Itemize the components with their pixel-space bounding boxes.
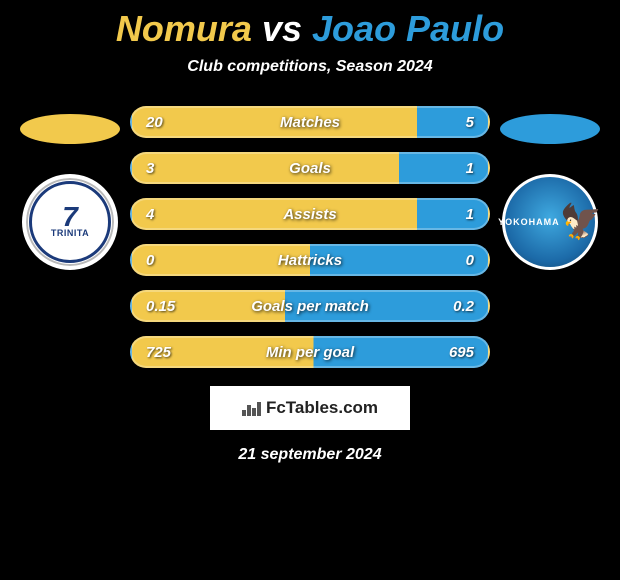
stat-right-value: 1	[434, 160, 474, 177]
stat-right-value: 0	[434, 252, 474, 269]
player1-nameplate	[20, 114, 120, 144]
stat-left-value: 20	[146, 114, 186, 131]
stat-left-value: 0.15	[146, 298, 186, 315]
crest-left-bottom: TRINITA	[51, 228, 89, 238]
subtitle: Club competitions, Season 2024	[0, 58, 620, 76]
crest-right-glyph: 🦅	[560, 207, 602, 238]
stat-left-value: 0	[146, 252, 186, 269]
stat-label: Min per goal	[266, 344, 354, 361]
stat-left-value: 3	[146, 160, 186, 177]
player2-name: Joao Paulo	[312, 8, 504, 49]
stat-row: 4 Assists 1	[130, 198, 490, 230]
watermark-banner: FcTables.com	[210, 386, 410, 430]
stat-row: 725 Min per goal 695	[130, 336, 490, 368]
stat-left-value: 725	[146, 344, 186, 361]
left-side: 7 TRINITA	[20, 106, 120, 270]
club-crest-right: YOKOHAMA 🦅	[502, 174, 598, 270]
stat-right-value: 0.2	[434, 298, 474, 315]
page-title: Nomura vs Joao Paulo	[0, 8, 620, 50]
club-crest-left: 7 TRINITA	[22, 174, 118, 270]
stat-left-value: 4	[146, 206, 186, 223]
watermark-text: FcTables.com	[266, 398, 378, 418]
stat-row: 3 Goals 1	[130, 152, 490, 184]
player1-name: Nomura	[116, 8, 252, 49]
stat-label: Hattricks	[278, 252, 342, 269]
bar-chart-icon	[242, 401, 260, 416]
crest-right-text: YOKOHAMA	[498, 217, 560, 227]
stats-column: 20 Matches 5 3 Goals 1 4 Assists 1 0 Hattricks 0 0.1…	[130, 106, 490, 368]
stat-label: Assists	[283, 206, 336, 223]
stat-label: Goals per match	[251, 298, 369, 315]
stat-right-value: 1	[434, 206, 474, 223]
player2-nameplate	[500, 114, 600, 144]
stat-label: Matches	[280, 114, 340, 131]
stat-row: 0.15 Goals per match 0.2	[130, 290, 490, 322]
crest-left-inner: 7 TRINITA	[29, 181, 111, 263]
content-row: 7 TRINITA 20 Matches 5 3 Goals 1 4 Assists 1 0 Hat…	[0, 106, 620, 368]
stat-label: Goals	[289, 160, 331, 177]
stat-row: 0 Hattricks 0	[130, 244, 490, 276]
right-side: YOKOHAMA 🦅	[500, 106, 600, 270]
stat-right-value: 695	[434, 344, 474, 361]
crest-left-top: 7	[62, 206, 78, 228]
date-text: 21 september 2024	[0, 446, 620, 464]
comparison-card: Nomura vs Joao Paulo Club competitions, …	[0, 0, 620, 464]
stat-right-value: 5	[434, 114, 474, 131]
vs-text: vs	[262, 8, 302, 49]
stat-row: 20 Matches 5	[130, 106, 490, 138]
